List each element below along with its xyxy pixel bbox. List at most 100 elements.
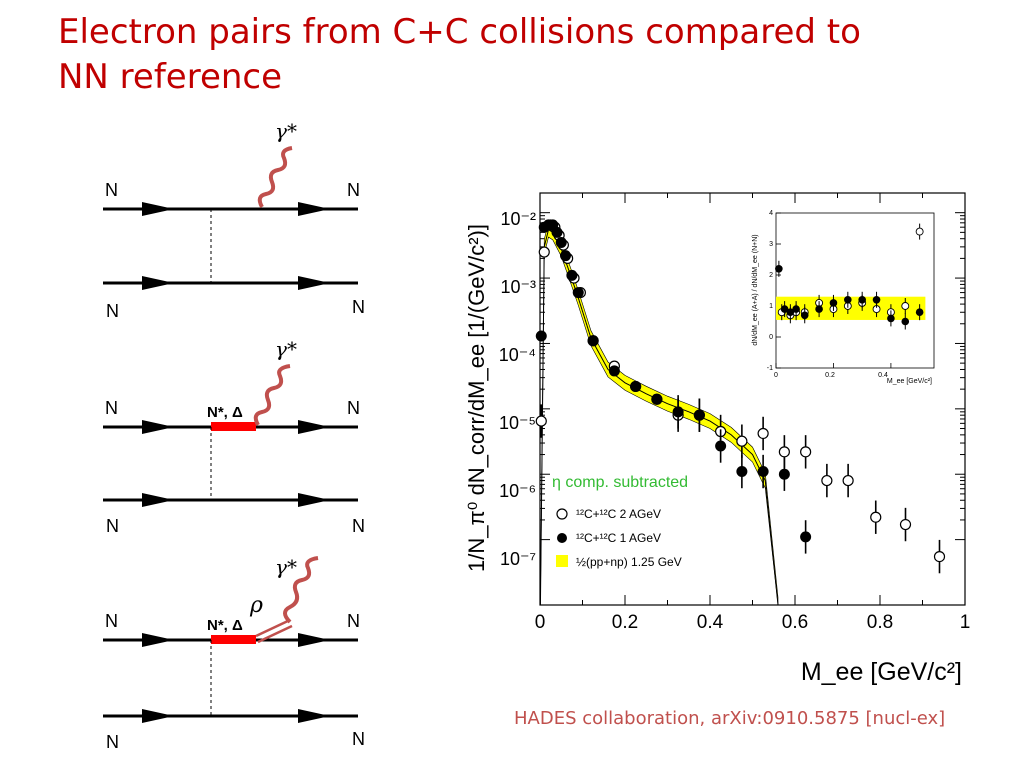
inset-point-2agev [872,305,881,314]
y-tick-4: 10⁻⁶ [499,481,536,501]
point-1agev [672,406,684,418]
inset-point-2agev [792,308,801,317]
plot-frame [539,192,966,606]
legend-marker-band [556,555,568,567]
point-1agev [587,335,599,347]
inset-point-1agev [858,296,866,304]
inset-y-tick-4: 3 [769,241,773,248]
inset-point-2agev [829,305,838,314]
inset-frame [775,212,935,369]
x-axis-label: M_ee [GeV/c²] [801,658,962,686]
point-2agev [651,393,663,405]
inset-point-1agev [844,296,852,304]
inset-x-tick-2: 0.4 [878,372,888,379]
point-2agev [821,474,833,487]
point-2agev [933,550,946,563]
label-top-right: N [347,398,360,418]
label-top-right: N [347,611,360,631]
point-2agev [562,252,574,264]
eta-annotation: η comp. subtracted [552,474,688,491]
resonance-label: N*, Δ [207,617,243,634]
x-tick-2: 0.4 [697,612,724,633]
pp-np-reference-line [539,228,779,606]
feynman-diagrams: N N N N γ* N*, Δ N N N N γ* N*, Δ [103,119,365,752]
point-1agev [555,236,567,248]
diagram-3: N*, Δ ρ N N N N γ* [103,555,365,752]
y-axis-label: 1/N_π⁰ dN_corr/dM_ee [1/(GeV/c²)] [464,224,489,572]
inset-point-2agev [915,227,924,236]
x-tick-5: 1 [960,612,971,633]
inset-point-2agev [777,308,786,317]
inset-axis-ticks [775,212,892,369]
point-2agev [899,518,912,531]
point-1agev [535,330,547,342]
label-bottom-left: N [106,516,119,536]
inset-x-axis-label: M_ee [GeV/c²] [887,378,932,385]
label-bottom-right: N [352,297,365,317]
inset-y-tick-5: 4 [769,210,773,217]
main-data-points [535,219,946,574]
pp-np-reference-band [540,221,779,606]
diagram-1: N N N N γ* [103,119,365,321]
point-1agev [736,466,748,478]
point-1agev [566,269,578,281]
resonance-bar [211,635,256,644]
point-2agev [715,425,727,438]
point-1agev [715,440,727,452]
inset-y-tick-3: 2 [769,272,773,279]
label-top-right: N [347,180,360,200]
resonance-bar [211,422,256,431]
point-1agev [560,250,571,262]
inset-y-axis-label: dN/dM_ee (A+A) / dN/dM_ee (N+N) [752,234,759,345]
point-2agev [568,272,580,284]
x-tick-0: 0 [535,612,546,633]
point-2agev [549,221,561,233]
inset-point-1agev [786,308,795,317]
x-tick-1: 0.2 [612,612,638,633]
y-tick-5: 10⁻⁷ [500,549,536,569]
inset-point-2agev [901,302,910,310]
x-tick-4: 0.8 [867,612,893,633]
inset-point-2agev [786,311,795,320]
photon-label: γ* [275,119,297,143]
point-2agev [778,446,790,458]
inset-x-tick-1: 0.2 [825,372,835,379]
inset-point-1agev [800,311,809,320]
inset-point-1agev [829,299,838,307]
label-bottom-left: N [106,732,119,752]
point-2agev [630,380,642,393]
point-2agev [574,286,586,299]
slide-title: Electron pairs from C+C collisions compa… [58,10,978,100]
point-1agev [547,219,559,231]
meson-label: ρ [249,593,263,618]
point-2agev [553,229,565,241]
label-top-left: N [105,398,118,418]
resonance-label: N*, Δ [207,404,243,421]
point-1agev [800,531,812,543]
point-1agev [693,409,705,421]
legend-marker-open [556,508,568,520]
inset-point-2agev [800,308,809,317]
y-tick-3: 10⁻⁵ [499,413,536,433]
point-2agev [557,239,569,251]
point-1agev [572,287,584,299]
inset-point-2agev [815,298,824,307]
legend-marker-filled [557,533,567,543]
point-2agev [693,409,705,421]
inset-point-1agev [792,305,800,313]
point-2agev [535,415,547,427]
point-2agev [587,335,599,347]
y-tick-2: 10⁻⁴ [499,345,536,365]
inset-point-1agev [901,317,910,326]
legend-label-reference: ½(pp+np) 1.25 GeV [576,555,682,569]
point-1agev [608,365,620,377]
inset-point-2agev [858,298,867,307]
inset-y-tick-0: -1 [767,365,773,372]
point-1agev [651,393,663,405]
point-2agev [870,511,882,523]
inset-point-1agev [780,305,789,313]
citation: HADES collaboration, arXiv:0910.5875 [nu… [514,708,946,729]
inset-point-2agev [886,308,895,317]
label-bottom-left: N [106,301,119,321]
point-2agev [736,435,748,447]
